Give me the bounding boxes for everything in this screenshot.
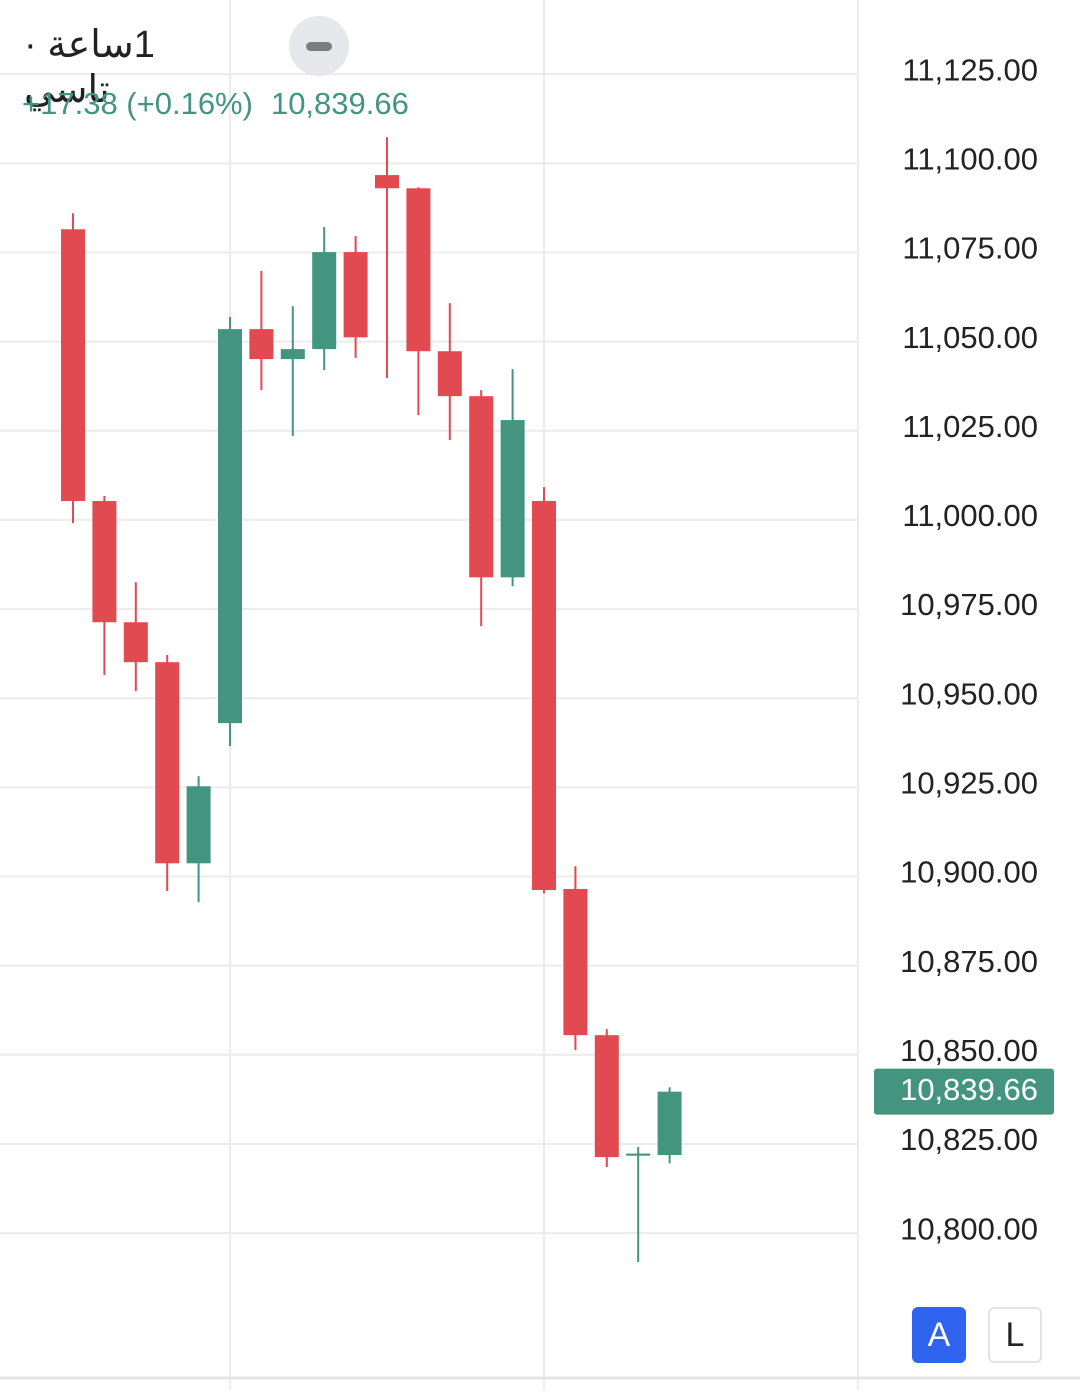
candle-body bbox=[343, 252, 368, 338]
y-tick-label: 11,000.00 bbox=[902, 498, 1038, 533]
candle-body bbox=[249, 329, 274, 360]
y-tick-label: 10,900.00 bbox=[900, 855, 1038, 890]
candle-body bbox=[375, 175, 399, 189]
price-change-row: +17.38 (+0.16%) 10,839.66 bbox=[22, 86, 427, 122]
candle-body bbox=[594, 1035, 619, 1158]
header-price: 10,839.66 bbox=[270, 86, 409, 121]
last-price-label: 10,839.66 bbox=[900, 1072, 1038, 1107]
candle-body bbox=[500, 420, 525, 578]
y-tick-label: 10,975.00 bbox=[900, 587, 1038, 622]
chart-title: 1ساعة · تاسي bbox=[24, 24, 155, 111]
y-tick-label: 11,025.00 bbox=[902, 409, 1038, 444]
candle-body bbox=[626, 1153, 651, 1156]
candle-body bbox=[280, 349, 305, 360]
candle-body bbox=[92, 501, 117, 623]
collapse-button[interactable] bbox=[289, 16, 349, 76]
candle-body bbox=[563, 888, 588, 1036]
y-tick-label: 10,800.00 bbox=[900, 1211, 1038, 1246]
last-price-box bbox=[874, 1068, 1054, 1115]
candle-body bbox=[469, 396, 494, 578]
auto-scale-button[interactable]: A bbox=[912, 1307, 966, 1363]
y-tick-label: 10,925.00 bbox=[900, 766, 1038, 801]
y-tick-label: 10,825.00 bbox=[900, 1122, 1038, 1157]
y-tick-label: 10,950.00 bbox=[900, 676, 1038, 711]
y-tick-label: 11,075.00 bbox=[902, 231, 1038, 266]
candle-body bbox=[123, 622, 148, 663]
minus-icon bbox=[306, 42, 332, 51]
y-tick-label: 11,125.00 bbox=[902, 52, 1038, 87]
y-tick-label: 10,875.00 bbox=[900, 944, 1038, 979]
candle-body bbox=[155, 662, 180, 864]
candle-body bbox=[186, 786, 211, 864]
y-tick-label: 11,050.00 bbox=[902, 320, 1038, 355]
price-change: +17.38 (+0.16%) bbox=[22, 86, 253, 121]
candle-body bbox=[218, 329, 242, 724]
y-tick-label: 10,850.00 bbox=[900, 1033, 1038, 1068]
candle-body bbox=[61, 229, 85, 502]
candle-body bbox=[532, 501, 556, 891]
log-scale-button[interactable]: L bbox=[988, 1307, 1042, 1363]
candle-body bbox=[657, 1091, 682, 1155]
y-tick-label: 11,100.00 bbox=[902, 142, 1038, 177]
candle-body bbox=[437, 351, 462, 397]
candle-body bbox=[406, 188, 431, 352]
candle-body bbox=[312, 252, 337, 350]
